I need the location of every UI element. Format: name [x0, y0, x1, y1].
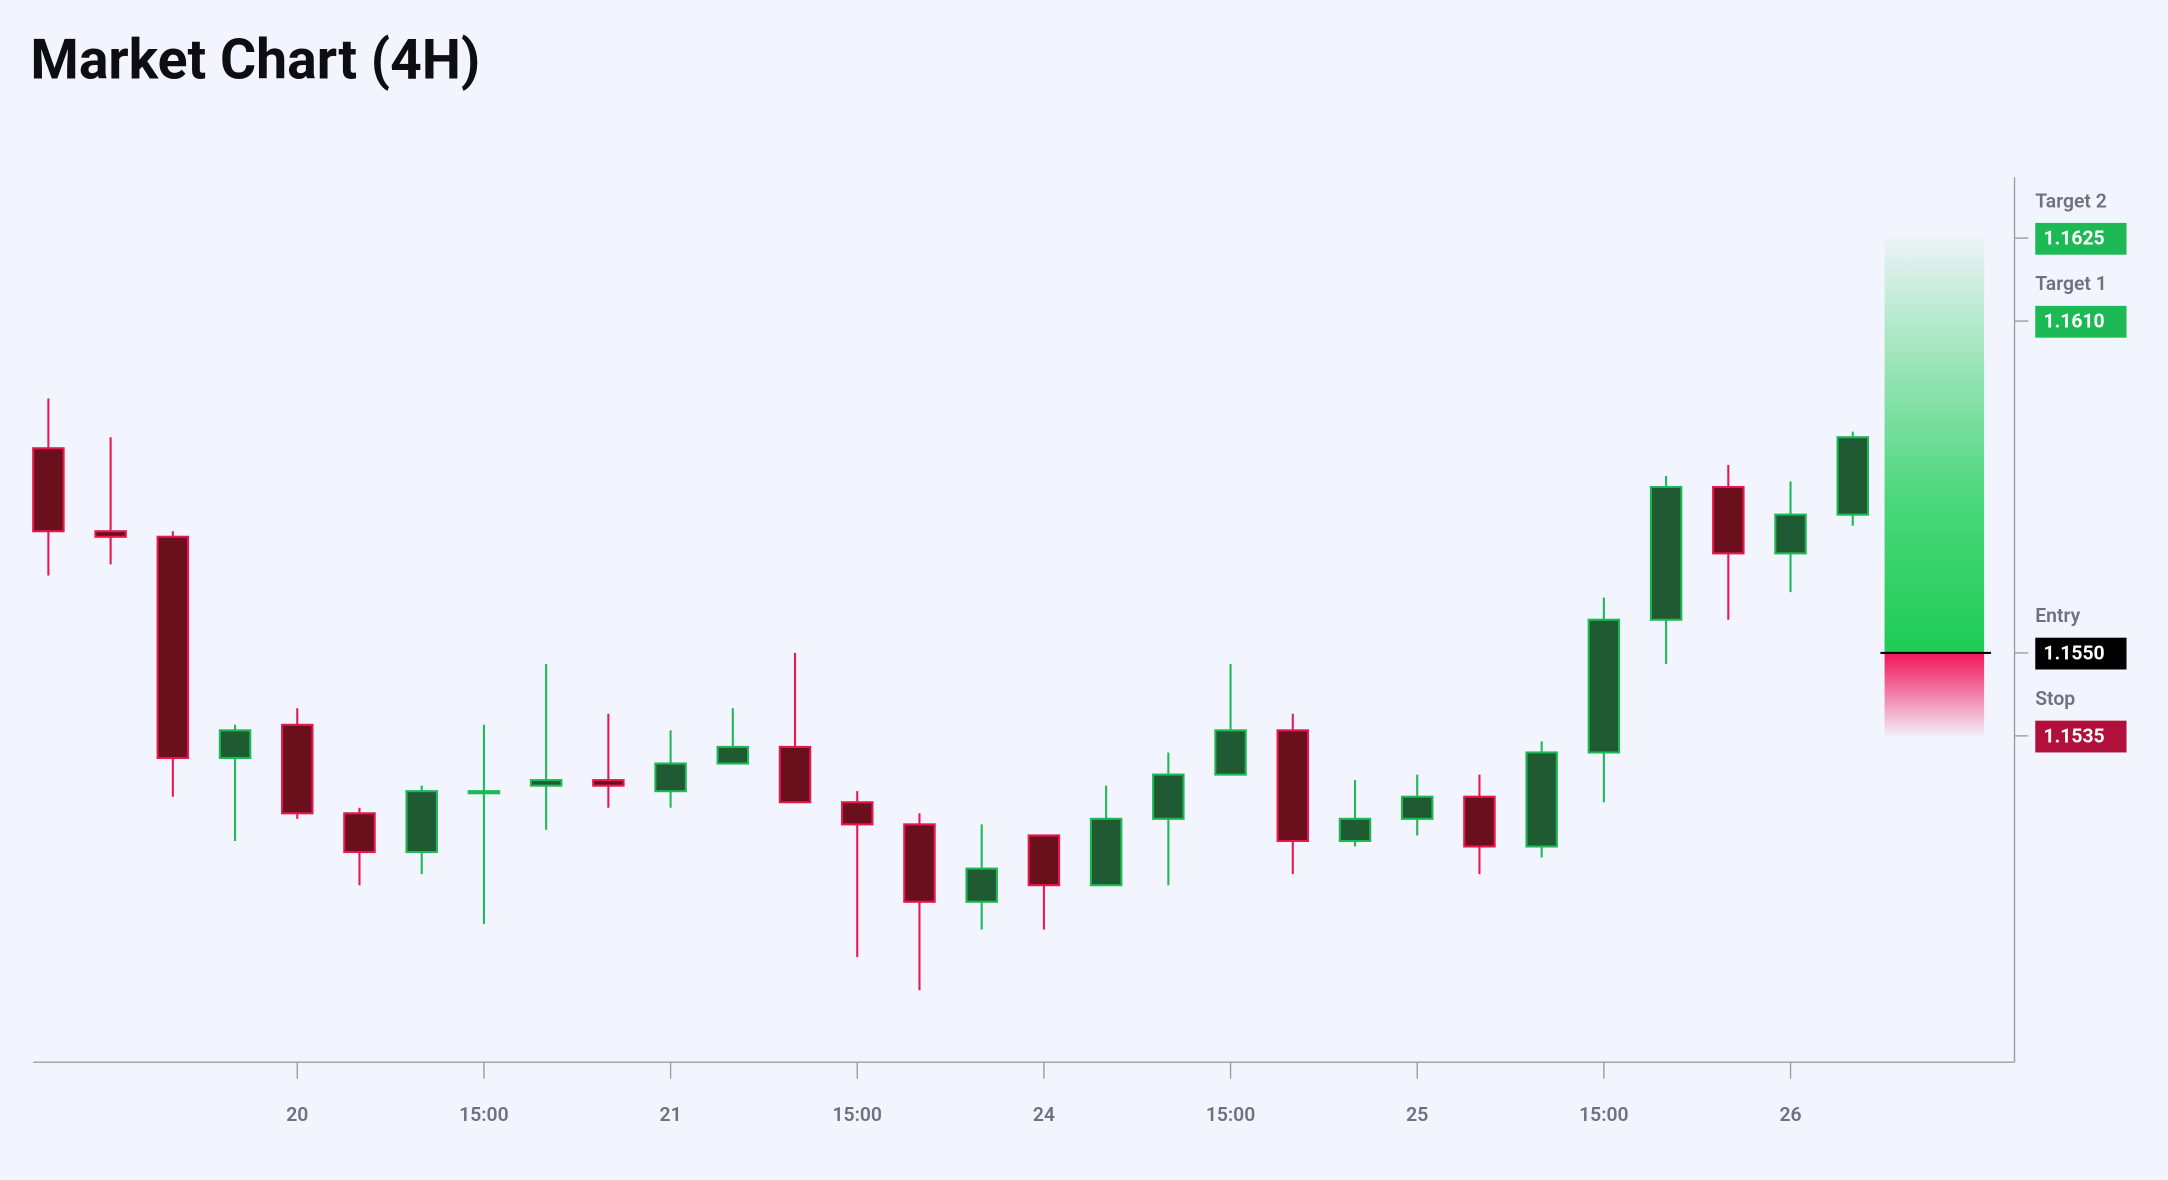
candle-body: [1338, 817, 1372, 842]
candle-body: [592, 779, 625, 787]
level-name: Entry: [2035, 604, 2080, 627]
candle-body: [1774, 513, 1807, 555]
loss-zone: [1884, 652, 1985, 736]
level-value: 1.1550: [2044, 641, 2105, 664]
level-value: 1.1610: [2044, 310, 2105, 333]
candle-body: [1712, 485, 1745, 555]
candle-body: [94, 530, 127, 538]
candle-body: [529, 779, 563, 787]
chart-title: Market Chart (4H): [30, 28, 480, 93]
x-tick-label: 21: [660, 1103, 682, 1126]
candle-body: [1400, 795, 1434, 820]
candle-body: [840, 801, 874, 826]
candle-body: [343, 812, 376, 854]
candle-body: [32, 447, 65, 533]
level-name: Target 1: [2035, 272, 2107, 295]
candle-body: [405, 790, 438, 854]
x-tick-label: 26: [1779, 1103, 1801, 1126]
candle-body: [1027, 834, 1061, 887]
candle-body: [716, 745, 750, 765]
candle-body: [281, 723, 314, 815]
candle-body: [1836, 436, 1870, 516]
candle-body: [218, 729, 252, 760]
candle-body: [1214, 729, 1247, 776]
level-badge: [2035, 637, 2127, 670]
level-badge: [2035, 222, 2127, 255]
x-tick-label: 24: [1033, 1103, 1055, 1126]
level-value: 1.1535: [2044, 724, 2105, 747]
candle-body: [965, 867, 998, 903]
candle-body: [778, 745, 812, 804]
candle-body: [1152, 773, 1185, 820]
x-tick-label: 20: [286, 1103, 308, 1126]
x-tick-label: 15:00: [1579, 1103, 1628, 1126]
candle-body: [1525, 751, 1558, 848]
level-name: Stop: [2035, 687, 2075, 710]
level-badge: [2035, 305, 2127, 338]
candle-body: [1463, 795, 1496, 848]
level-badge: [2035, 720, 2127, 753]
x-tick-label: 15:00: [1206, 1103, 1255, 1126]
candle-body: [1649, 485, 1683, 621]
level-value: 1.1625: [2044, 227, 2105, 250]
x-tick-label: 25: [1406, 1103, 1428, 1126]
x-tick-label: 15:00: [459, 1103, 508, 1126]
candle-body: [1587, 618, 1621, 754]
level-name: Target 2: [2035, 189, 2107, 212]
candle-body: [467, 790, 501, 795]
candle-body: [156, 535, 190, 760]
x-tick-label: 15:00: [833, 1103, 882, 1126]
candle-body: [903, 823, 936, 903]
candle-body: [1276, 729, 1310, 842]
candle-body: [1089, 817, 1123, 887]
candle-body: [654, 762, 687, 793]
profit-zone: [1884, 238, 1985, 653]
